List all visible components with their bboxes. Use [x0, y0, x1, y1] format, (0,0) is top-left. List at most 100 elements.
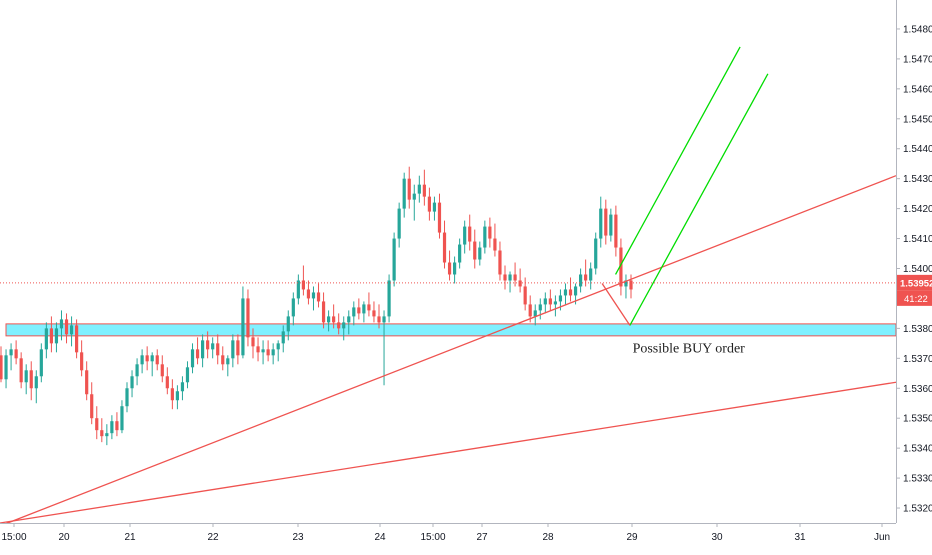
y-tick-label: 1.53300 [903, 474, 932, 485]
candle-body [473, 241, 477, 260]
candle-body [281, 331, 285, 344]
y-tick-label: 1.54200 [903, 204, 932, 215]
candle-body [216, 343, 220, 356]
candle-body [412, 193, 416, 200]
candle-body [548, 298, 552, 305]
countdown-label: 41:22 [904, 294, 928, 305]
x-tick-label: 24 [374, 532, 386, 543]
candle-body [276, 343, 280, 350]
candle-body [221, 355, 225, 365]
candle-body [498, 250, 502, 275]
candle-body [311, 292, 316, 299]
candle-body [367, 304, 371, 311]
price-tag [897, 274, 932, 291]
y-tick-label: 1.53500 [903, 414, 932, 425]
candle-body [185, 367, 190, 383]
y-tick-label: 1.54500 [903, 114, 932, 125]
candle-body [372, 310, 376, 317]
candle-body [241, 298, 245, 356]
candle-body [427, 196, 431, 212]
candle-body [604, 208, 608, 236]
candle-body [9, 349, 13, 356]
candle-body [135, 364, 139, 377]
candle-body [201, 340, 205, 359]
candle-body [488, 226, 492, 239]
candle-body [75, 325, 79, 353]
candle-body [342, 322, 346, 329]
candle-body [19, 358, 23, 383]
x-tick-label: 29 [626, 532, 638, 543]
candle-body [165, 376, 169, 389]
candle-body [513, 274, 517, 281]
candle-body [226, 358, 230, 365]
candle-body [206, 340, 210, 350]
candle-body [90, 394, 94, 419]
candle-body [584, 274, 588, 281]
candle-body [382, 316, 386, 323]
candle-body [286, 316, 290, 332]
x-tick-label: 23 [292, 532, 304, 543]
candle-body [256, 346, 260, 353]
candle-body [442, 232, 447, 263]
candle-body [568, 289, 573, 296]
candle-body [155, 355, 159, 365]
candle-body [14, 349, 18, 359]
candle-body [543, 298, 547, 305]
candle-body [553, 301, 557, 305]
candle-body [120, 406, 124, 431]
candle-body [327, 316, 331, 323]
candle-body [34, 376, 38, 389]
y-tick-label: 1.54000 [903, 264, 932, 275]
candle-body [44, 328, 48, 350]
candle-body [377, 316, 381, 323]
candle-body [468, 226, 472, 242]
candle-body [29, 370, 33, 389]
candle-body [100, 430, 104, 437]
candle-body [493, 238, 497, 251]
candle-body [170, 388, 174, 401]
candle-body [518, 280, 522, 287]
candle-body [387, 280, 391, 317]
candle-body [266, 349, 270, 356]
candle-body [80, 352, 84, 371]
y-tick-label: 1.53400 [903, 444, 932, 455]
candle-body [558, 295, 563, 302]
candle-body [251, 337, 255, 347]
candle-body [337, 322, 341, 329]
candle-body [231, 340, 235, 359]
y-tick-label: 1.54700 [903, 54, 932, 65]
candle-body [437, 202, 442, 233]
candle-body [563, 289, 568, 296]
candle-body [246, 298, 250, 338]
x-tick-label: 22 [207, 532, 219, 543]
candle-body [321, 301, 326, 323]
x-tick-label: 28 [542, 532, 554, 543]
candle-body [453, 262, 457, 275]
trendline [0, 381, 897, 524]
candle-body [397, 208, 401, 239]
y-tick-label: 1.54600 [903, 84, 932, 95]
y-tick-label: 1.53600 [903, 384, 932, 395]
trendline [629, 73, 769, 326]
candle-body [432, 202, 437, 212]
x-tick-label: 31 [794, 532, 806, 543]
y-tick-label: 1.53700 [903, 354, 932, 365]
candle-body [49, 328, 53, 344]
x-tick-label: 30 [711, 532, 723, 543]
candle-body [483, 226, 487, 248]
candle-body [402, 178, 406, 209]
candle-body [316, 292, 321, 302]
candle-body [115, 421, 119, 431]
candle-body [4, 355, 8, 380]
x-tick-label: 27 [476, 532, 488, 543]
candle-body [357, 307, 361, 314]
x-tick-label: 21 [124, 532, 136, 543]
support-zone [5, 323, 897, 337]
candle-body [589, 268, 593, 281]
trendline [601, 283, 631, 326]
candle-body [195, 349, 200, 359]
candle-body [458, 244, 462, 263]
candle-body [508, 274, 512, 281]
